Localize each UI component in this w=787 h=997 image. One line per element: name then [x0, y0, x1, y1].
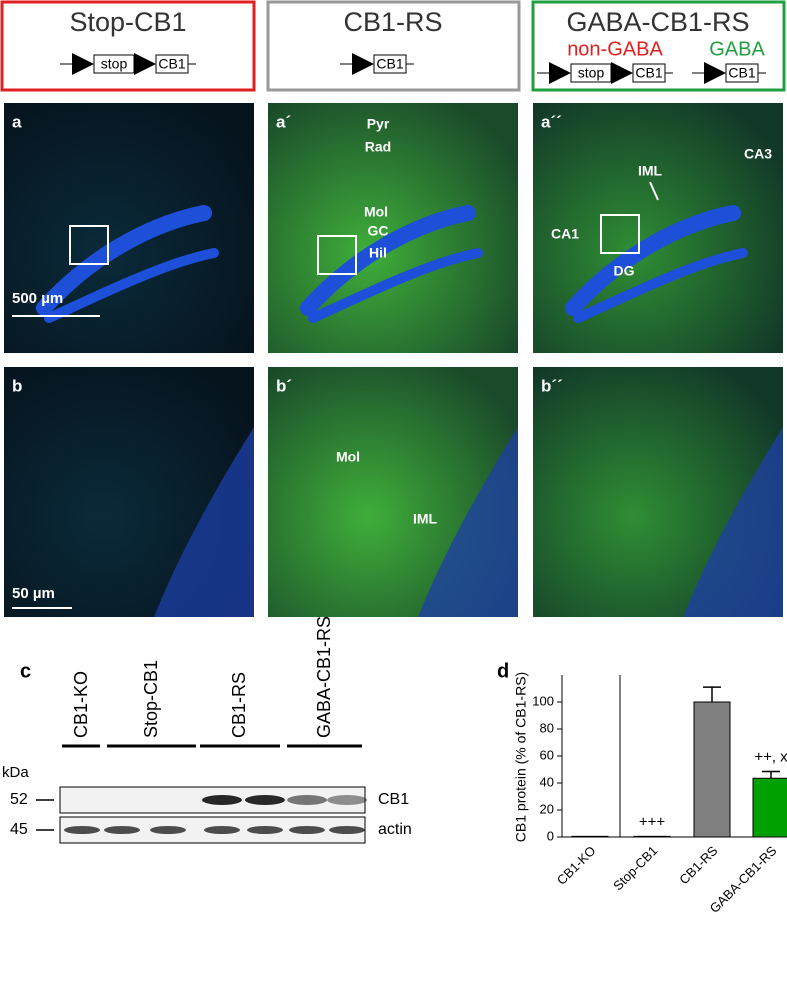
construct-label: CB1: [635, 65, 662, 81]
header-title: GABA-CB1-RS: [566, 7, 749, 37]
roi-box: [317, 235, 357, 275]
significance: +++: [639, 813, 666, 830]
group-label: non-GABA: [567, 38, 663, 60]
dentate-gyrus: [36, 205, 212, 316]
bar: [571, 835, 609, 838]
construct-label: stop: [101, 56, 128, 72]
region-label: Mol: [336, 449, 360, 465]
region-label: CA3: [744, 146, 772, 162]
band-label: actin: [378, 821, 412, 838]
blot-band: [150, 826, 186, 834]
region-label: GC: [368, 223, 389, 239]
y-tick-label: 80: [540, 720, 554, 735]
roi-box: [600, 214, 640, 254]
header-title: Stop-CB1: [69, 7, 186, 37]
scale-label: 500 µm: [12, 290, 63, 307]
granule-layer: [154, 427, 254, 617]
y-tick-label: 100: [532, 693, 554, 708]
blot-band: [247, 826, 283, 834]
region-label: Hil: [369, 245, 387, 261]
region-label: Mol: [364, 204, 388, 220]
construct-label: CB1: [728, 65, 755, 81]
construct-label: stop: [578, 65, 605, 81]
panel-label: b´: [276, 376, 292, 395]
significance: ++, x: [754, 748, 787, 765]
header-box: [266, 0, 521, 92]
promoter-arrow: [611, 62, 633, 84]
bar: [633, 835, 671, 838]
header-box: [0, 0, 256, 92]
panel-label: c: [20, 660, 31, 682]
granule-layer: [418, 427, 518, 617]
pointer: [649, 181, 659, 201]
marker-value: 45: [10, 821, 28, 838]
panel-label: a´´: [541, 112, 562, 131]
dentate-gyrus: [565, 205, 741, 316]
x-tick-label: CB1-RS: [676, 843, 721, 888]
header-box: [531, 0, 786, 92]
promoter-arrow: [352, 53, 374, 75]
lane-label: GABA-CB1-RS: [314, 616, 334, 738]
x-tick-label: CB1-KO: [554, 843, 599, 888]
marker-value: 52: [10, 791, 28, 808]
panel-label: a´: [276, 112, 291, 131]
band-label: CB1: [378, 791, 409, 808]
panel-label: d: [497, 660, 509, 682]
promoter-arrow: [704, 62, 726, 84]
blot-band: [327, 795, 367, 805]
region-label: Pyr: [367, 116, 390, 132]
bar: [693, 701, 731, 838]
blot-band: [329, 826, 365, 834]
dentate-gyrus: [308, 248, 483, 323]
region-label: Rad: [365, 139, 391, 155]
panel-label: b´´: [541, 376, 563, 395]
blot-band: [287, 795, 327, 805]
blot-band: [104, 826, 140, 834]
blot-band: [202, 795, 242, 805]
lane-label: CB1-KO: [71, 671, 91, 738]
lane-label: Stop-CB1: [141, 660, 161, 738]
dentate-gyrus: [300, 205, 476, 316]
header-title: CB1-RS: [343, 7, 442, 37]
blot-band: [204, 826, 240, 834]
blot-band: [289, 826, 325, 834]
granule-layer: [683, 427, 783, 617]
y-tick-label: 40: [540, 774, 554, 789]
blot-band: [64, 826, 100, 834]
region-label: IML: [638, 163, 663, 179]
region-label: DG: [614, 263, 635, 279]
group-label: GABA: [709, 38, 765, 60]
promoter-arrow: [134, 53, 156, 75]
promoter-arrow: [549, 62, 571, 84]
y-tick-label: 0: [547, 828, 554, 843]
lane-label: CB1-RS: [229, 672, 249, 738]
construct-label: CB1: [158, 56, 185, 72]
panel-label: a: [12, 112, 22, 131]
dentate-gyrus: [44, 248, 219, 323]
construct-label: CB1: [376, 56, 403, 72]
region-label: CA1: [551, 226, 579, 242]
region-label: IML: [413, 511, 438, 527]
roi-box: [69, 225, 109, 265]
x-tick-label: Stop-CB1: [610, 843, 660, 893]
blot-band: [245, 795, 285, 805]
promoter-arrow: [72, 53, 94, 75]
y-axis-title: CB1 protein (% of CB1-RS): [513, 672, 529, 842]
unit-label: kDa: [2, 764, 29, 781]
y-tick-label: 60: [540, 747, 554, 762]
bar: [752, 777, 787, 838]
scale-label: 50 µm: [12, 585, 55, 602]
panel-label: b: [12, 376, 22, 395]
y-tick-label: 20: [540, 801, 554, 816]
dentate-gyrus: [573, 248, 748, 323]
